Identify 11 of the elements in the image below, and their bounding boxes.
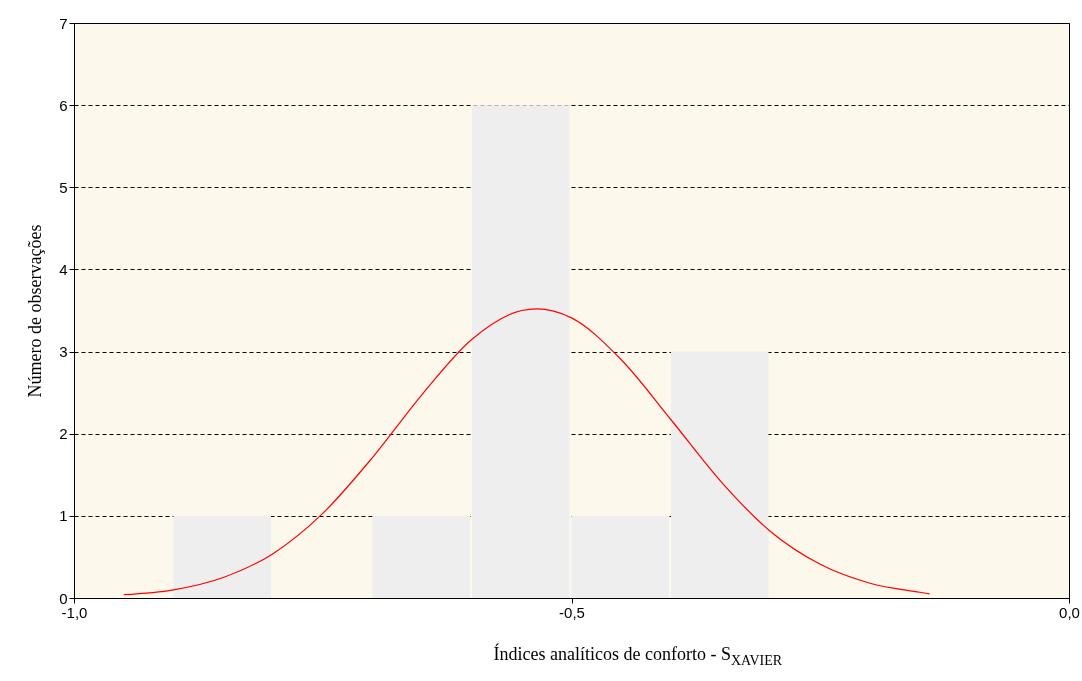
- y-tick-label: 1: [59, 507, 68, 525]
- line-series: [123, 308, 931, 596]
- y-tick-label: 3: [59, 343, 68, 361]
- y-tick-label: 6: [59, 96, 68, 114]
- y-tick-label: 5: [59, 178, 68, 196]
- x-tick-label: -0,5: [559, 603, 585, 621]
- y-tick-label: 7: [59, 14, 68, 32]
- y-tick-label: 2: [59, 425, 68, 443]
- x-tick-label: 0,0: [1059, 603, 1080, 621]
- y-axis-title: Número de observações: [25, 224, 46, 398]
- y-tick-label: 4: [59, 260, 68, 278]
